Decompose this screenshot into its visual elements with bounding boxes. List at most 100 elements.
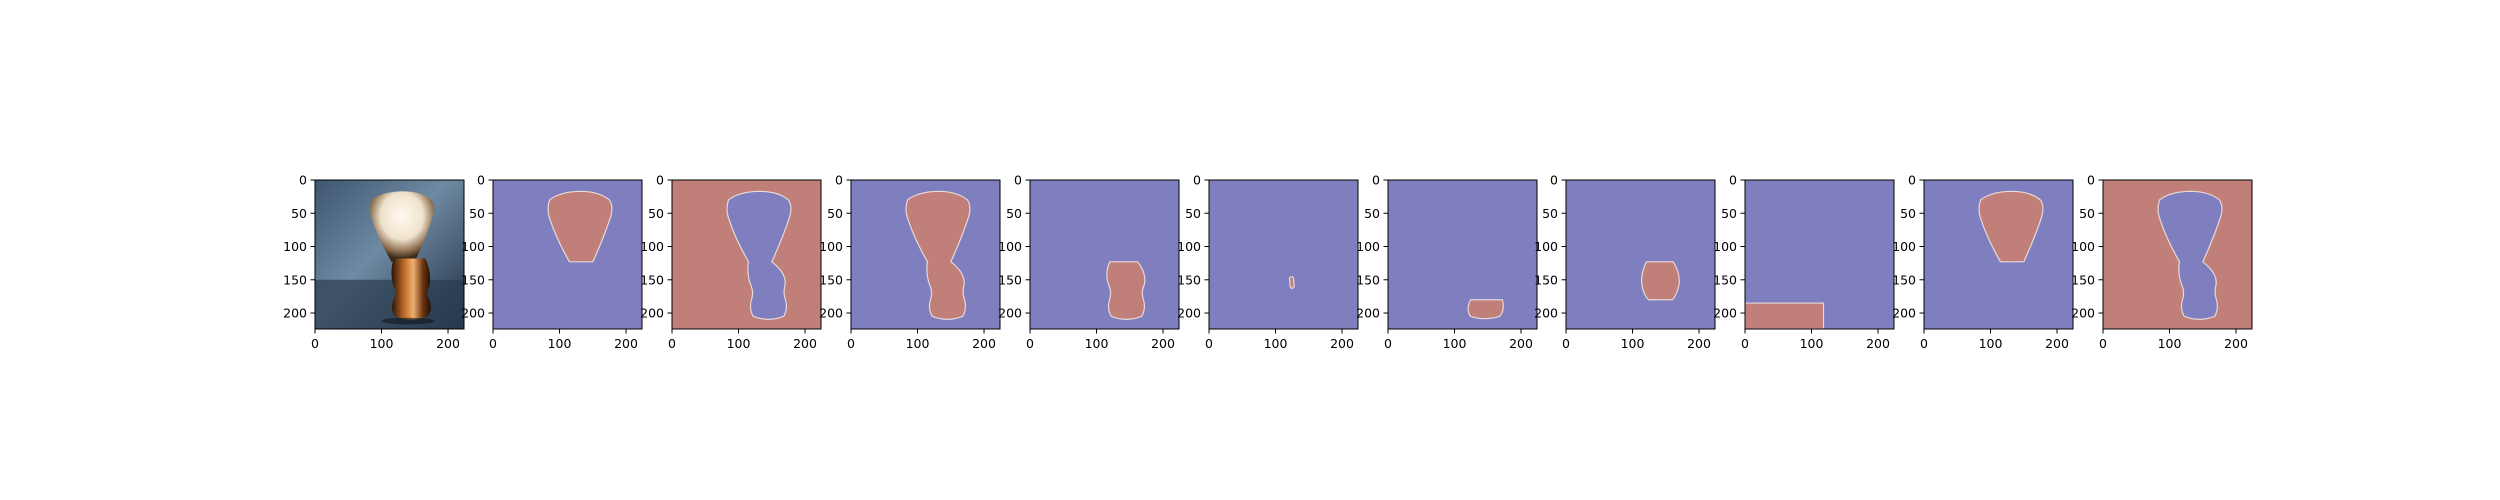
panel-10: 0 50 100 150 200 0 100 200 <box>1892 173 2074 351</box>
mask-fill <box>1566 180 1715 329</box>
x-tick-label: 0 <box>847 336 855 351</box>
x-tick-label: 200 <box>2224 336 2248 351</box>
y-tick-label: 200 <box>998 306 1022 321</box>
y-tick-label: 150 <box>819 272 843 287</box>
y-tick-label: 100 <box>1713 239 1737 254</box>
y-tick-label: 150 <box>998 272 1022 287</box>
y-tick-label: 50 <box>2079 206 2095 221</box>
x-tick-label: 200 <box>1151 336 1175 351</box>
x-tick-label: 100 <box>727 336 751 351</box>
y-tick-label: 50 <box>469 206 485 221</box>
y-tick-label: 0 <box>2087 173 2095 188</box>
panel-7-image <box>1388 180 1537 329</box>
y-tick-label: 0 <box>1014 173 1022 188</box>
panel-5-frame <box>1029 179 1180 330</box>
photo-handle <box>391 258 431 320</box>
panel-8-frame <box>1565 179 1716 330</box>
y-tick-label: 150 <box>1534 272 1558 287</box>
x-tick-label: 100 <box>1621 336 1645 351</box>
y-tick-label: 0 <box>299 173 307 188</box>
y-tick-label: 150 <box>461 272 485 287</box>
x-tick-label: 100 <box>906 336 930 351</box>
y-tick-label: 100 <box>1892 239 1916 254</box>
mask-fill <box>1209 180 1358 329</box>
y-tick-label: 100 <box>461 239 485 254</box>
panel-9: 0 50 100 150 200 0 100 200 <box>1713 173 1895 351</box>
y-tick-label: 100 <box>819 239 843 254</box>
panel-10-frame <box>1923 179 2074 330</box>
x-tick-label: 100 <box>1085 336 1109 351</box>
y-tick-label: 100 <box>640 239 664 254</box>
y-tick-label: 50 <box>648 206 664 221</box>
panel-3-frame <box>671 179 822 330</box>
y-tick-label: 0 <box>1193 173 1201 188</box>
y-tick-label: 0 <box>1908 173 1916 188</box>
panel-3-image <box>672 180 821 329</box>
panel-5-image <box>1030 180 1179 329</box>
x-tick-label: 100 <box>370 336 394 351</box>
mask-region-highlight <box>1289 277 1294 289</box>
panel-6-frame <box>1208 179 1359 330</box>
y-tick-label: 200 <box>1713 306 1737 321</box>
x-tick-label: 200 <box>2045 336 2069 351</box>
mask-fill <box>1030 180 1179 329</box>
y-tick-label: 200 <box>1356 306 1380 321</box>
mask-region-base <box>1468 300 1503 319</box>
y-tick-label: 100 <box>1534 239 1558 254</box>
mask-fill <box>1388 180 1537 329</box>
y-tick-label: 50 <box>1721 206 1737 221</box>
panel-11-image <box>2103 180 2252 329</box>
panel-10-image <box>1924 180 2073 329</box>
y-tick-label: 50 <box>1185 206 1201 221</box>
y-tick-label: 50 <box>1006 206 1022 221</box>
x-tick-label: 200 <box>614 336 638 351</box>
panel-9-image <box>1745 180 1894 329</box>
panel-2: 0 50 100 150 200 0 100 200 <box>461 173 643 351</box>
y-tick-label: 100 <box>283 239 307 254</box>
y-tick-label: 0 <box>1372 173 1380 188</box>
panel-1-image <box>315 180 464 329</box>
y-tick-label: 0 <box>477 173 485 188</box>
mask-region-handle <box>1107 262 1145 320</box>
x-tick-label: 100 <box>1264 336 1288 351</box>
photo-shadow <box>381 317 435 325</box>
y-tick-label: 150 <box>1892 272 1916 287</box>
panel-2-frame <box>492 179 643 330</box>
y-tick-label: 200 <box>1177 306 1201 321</box>
x-tick-label: 200 <box>1866 336 1890 351</box>
mask-region-brush-hole <box>2158 191 2222 319</box>
y-tick-label: 200 <box>283 306 307 321</box>
x-tick-label: 0 <box>1562 336 1570 351</box>
y-tick-label: 200 <box>1534 306 1558 321</box>
x-tick-label: 0 <box>1205 336 1213 351</box>
y-tick-label: 50 <box>827 206 843 221</box>
panel-11: 0 50 100 150 200 0 100 200 <box>2071 173 2253 351</box>
y-tick-label: 150 <box>1356 272 1380 287</box>
y-tick-label: 100 <box>998 239 1022 254</box>
panel-6: 0 50 100 150 200 0 100 200 <box>1177 173 1359 351</box>
y-tick-label: 100 <box>1356 239 1380 254</box>
y-tick-label: 150 <box>640 272 664 287</box>
y-tick-label: 200 <box>640 306 664 321</box>
x-tick-label: 100 <box>2158 336 2182 351</box>
y-tick-label: 50 <box>1900 206 1916 221</box>
x-tick-label: 100 <box>1443 336 1467 351</box>
y-tick-label: 0 <box>656 173 664 188</box>
y-tick-label: 50 <box>291 206 307 221</box>
y-tick-label: 50 <box>1364 206 1380 221</box>
y-tick-label: 100 <box>1177 239 1201 254</box>
y-tick-label: 200 <box>819 306 843 321</box>
mask-region-knot <box>548 191 612 262</box>
x-tick-label: 200 <box>1687 336 1711 351</box>
y-tick-label: 50 <box>1542 206 1558 221</box>
x-tick-label: 100 <box>548 336 572 351</box>
x-tick-label: 200 <box>793 336 817 351</box>
panel-1: 0 50 100 150 200 0 100 200 <box>283 173 465 351</box>
x-tick-label: 200 <box>1330 336 1354 351</box>
y-tick-label: 0 <box>1550 173 1558 188</box>
panel-1-frame <box>314 179 465 330</box>
x-tick-label: 200 <box>972 336 996 351</box>
x-tick-label: 0 <box>1384 336 1392 351</box>
y-tick-label: 0 <box>1729 173 1737 188</box>
